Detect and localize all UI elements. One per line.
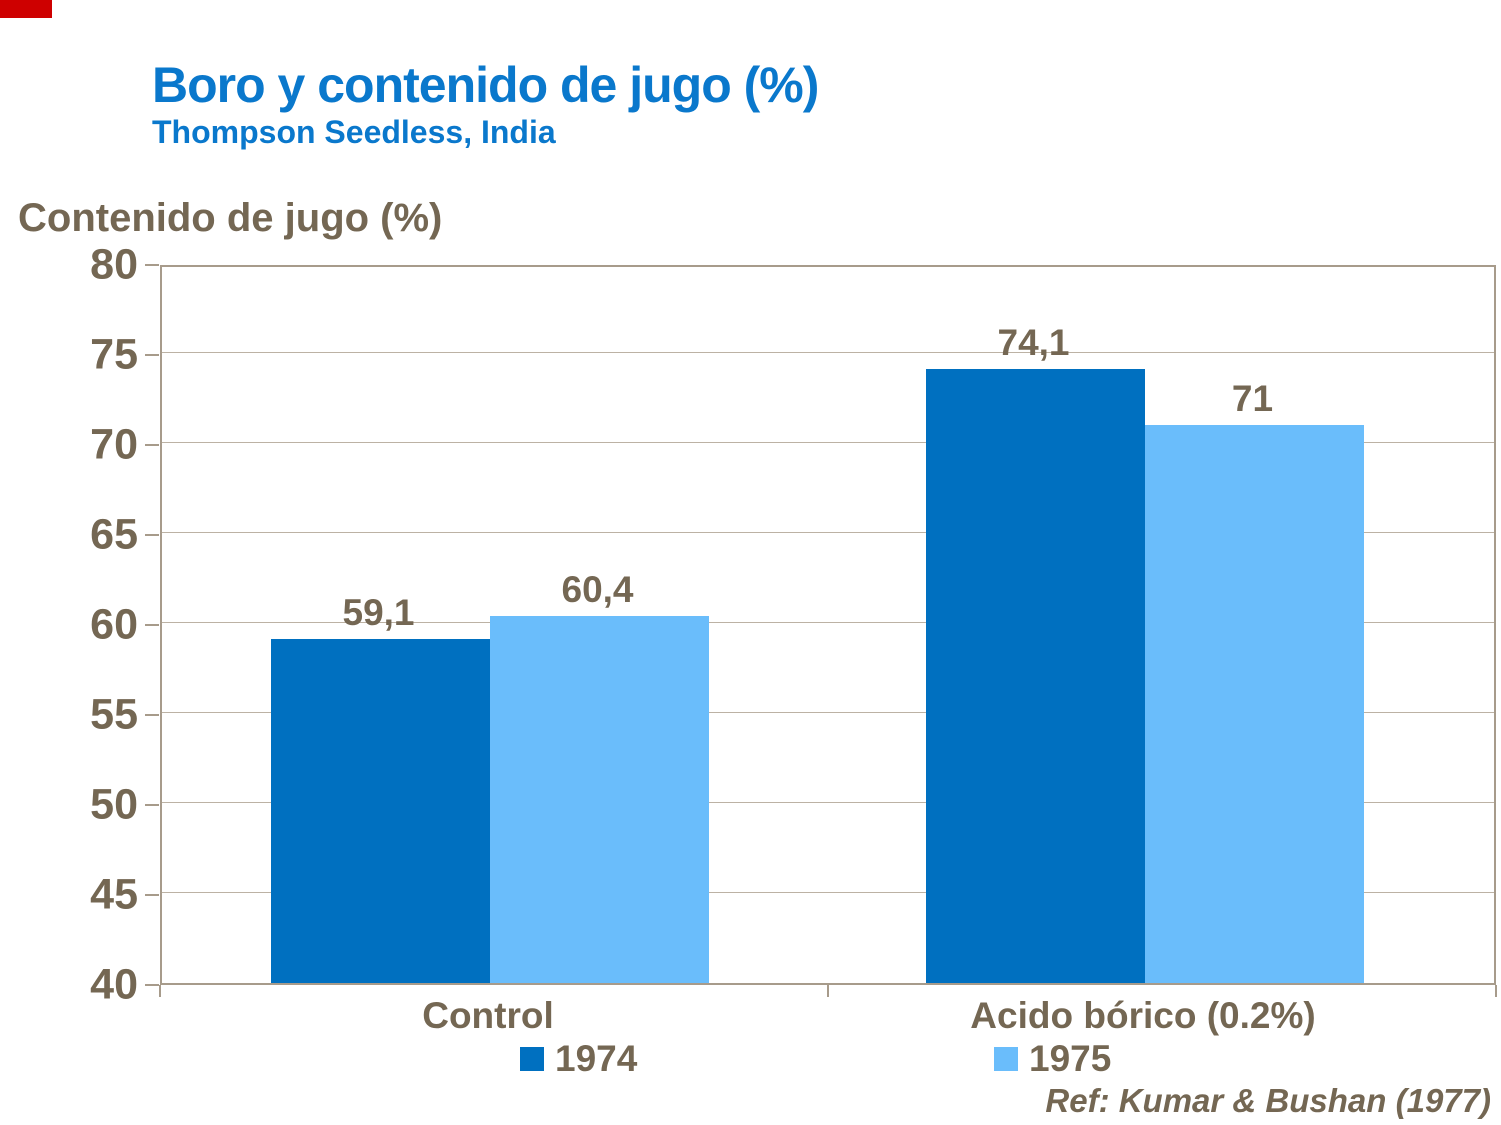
y-tick-label: 80 bbox=[90, 240, 138, 289]
red-corner-accent bbox=[0, 0, 52, 18]
y-tick-label: 60 bbox=[90, 600, 138, 649]
plot-area bbox=[160, 265, 1496, 985]
value-label: 60,4 bbox=[561, 568, 634, 610]
value-label: 59,1 bbox=[342, 592, 415, 634]
y-tick-mark bbox=[145, 264, 159, 266]
gridline bbox=[162, 802, 1494, 803]
category-label-Acido bórico (0.2%): Acido bórico (0.2%) bbox=[970, 995, 1316, 1036]
value-label: 74,1 bbox=[997, 322, 1070, 364]
y-tick-mark bbox=[145, 444, 159, 446]
y-tick-label: 75 bbox=[90, 330, 138, 379]
legend-label: 1975 bbox=[1029, 1038, 1112, 1079]
y-tick-label: 50 bbox=[90, 780, 138, 829]
category-label-Control: Control bbox=[422, 995, 554, 1036]
y-tick-mark bbox=[145, 804, 159, 806]
y-tick-label: 40 bbox=[90, 960, 138, 1009]
bar-1975-Control bbox=[490, 615, 709, 983]
gridline bbox=[162, 712, 1494, 713]
y-tick-label: 65 bbox=[90, 510, 138, 559]
gridline bbox=[162, 892, 1494, 893]
bar-1974-Acido bórico (0.2%) bbox=[926, 369, 1145, 983]
value-label: 71 bbox=[1231, 378, 1274, 419]
legend-entry-1975: 1975 bbox=[994, 1038, 1111, 1080]
y-axis-title: Contenido de jugo (%) bbox=[18, 196, 443, 240]
bar-1975-Acido bórico (0.2%) bbox=[1145, 425, 1364, 983]
y-tick-mark bbox=[145, 624, 159, 626]
bar-1974-Control bbox=[271, 639, 490, 983]
reference-text: Ref: Kumar & Bushan (1977) bbox=[1045, 1082, 1491, 1119]
gridline bbox=[162, 352, 1494, 353]
legend-swatch-1975 bbox=[994, 1047, 1018, 1071]
y-tick-mark bbox=[145, 534, 159, 536]
gridline bbox=[162, 532, 1494, 533]
y-tick-label: 70 bbox=[90, 420, 138, 469]
legend-entry-1974: 1974 bbox=[520, 1038, 637, 1080]
chart-title: Boro y contenido de jugo (%) bbox=[152, 57, 819, 113]
y-tick-mark bbox=[145, 354, 159, 356]
legend-swatch-1974 bbox=[520, 1047, 544, 1071]
y-tick-mark bbox=[145, 894, 159, 896]
gridline bbox=[162, 622, 1494, 623]
y-tick-label: 55 bbox=[90, 690, 138, 739]
y-tick-mark bbox=[145, 714, 159, 716]
gridline bbox=[162, 442, 1494, 443]
x-tick-mark bbox=[159, 985, 161, 997]
x-tick-mark bbox=[827, 985, 829, 997]
legend-label: 1974 bbox=[555, 1038, 638, 1079]
x-tick-mark bbox=[1495, 985, 1497, 997]
y-tick-mark bbox=[145, 984, 159, 986]
chart-subtitle: Thompson Seedless, India bbox=[152, 114, 556, 150]
y-tick-label: 45 bbox=[90, 870, 138, 919]
